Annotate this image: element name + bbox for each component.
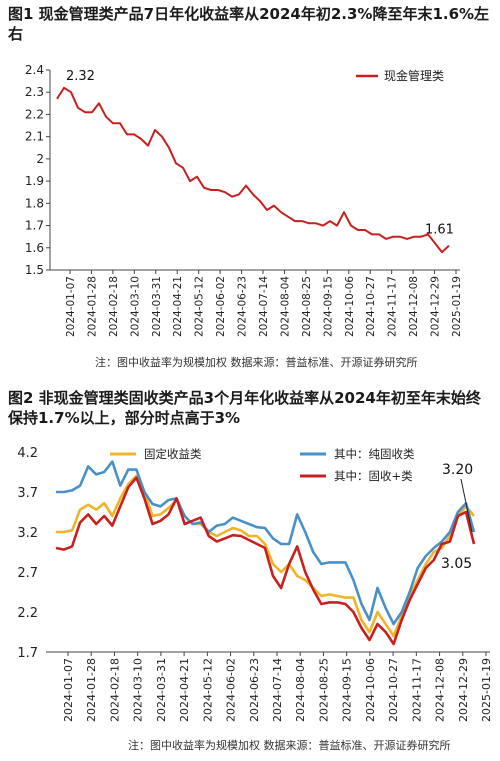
chart2-x-tick-label: 2025-01-19 [480,658,493,722]
chart2-x-tick-label: 2024-08-25 [317,658,330,722]
chart1-x-tick-label: 2024-05-12 [194,276,206,337]
chart2-x-tick-label: 2024-08-04 [294,658,307,722]
chart1-x-tick-label: 2024-06-23 [237,276,249,337]
chart1-x-tick-label: 2024-12-29 [430,276,442,337]
chart2-y-tick-label: 4.2 [17,446,38,461]
chart1-y-tick-label: 1.9 [25,174,44,188]
chart2-series-pure-fixed-line [56,460,476,626]
chart2-x-tick-label: 2024-06-23 [248,658,261,722]
chart2-x-tick-label: 2024-07-14 [271,658,284,722]
chart1-x-tick-label: 2024-08-04 [279,276,291,337]
chart1-x-tick-label: 2024-09-15 [322,276,334,337]
chart2-x-tick-label: 2024-10-27 [387,658,400,722]
chart1-x-tick-label: 2025-01-19 [451,276,463,337]
chart2-svg: 1.7 2.2 2.7 3.2 3.7 4.2 2024-01-07 2024-01-28 20… [17,446,493,722]
chart2-x-tick-label: 2024-03-10 [132,658,145,722]
chart2-legend-label: 其中：固收+类 [334,469,413,483]
chart2-series-fixed-income-line [56,474,475,638]
chart2-x-tick-label: 2024-02-18 [108,658,121,722]
chart2-x-tick-label: 2024-01-07 [62,658,75,722]
chart2-legend-label: 固定收益类 [144,447,202,461]
chart1-x-tick-label: 2024-01-07 [65,276,77,337]
chart2-y-tick-label: 2.7 [17,566,38,581]
chart2-series-fixed-plus-line [55,476,476,646]
chart2-x-tick-label: 2024-04-21 [178,658,191,722]
chart1-y-tick-label: 2.3 [25,85,44,99]
chart2-x-tick-label: 2024-11-17 [410,658,423,722]
chart1-x-tick-label: 2024-07-14 [258,276,270,337]
chart1-legend-label: 现金管理类 [384,68,444,83]
chart2-x-tick-label: 2024-05-12 [201,658,214,722]
chart1-annotation-start: 2.32 [66,69,95,84]
chart1-x-tick-label: 2024-10-27 [365,276,377,337]
chart1-x-tick-label: 2024-03-10 [129,276,141,337]
chart1-y-tick-label: 1.8 [25,196,44,210]
chart1-y-tick-label: 1.6 [25,241,44,255]
chart2-y-tick-label: 1.7 [17,646,38,661]
chart1-annotation-end: 1.61 [425,223,454,238]
chart2-x-tick-label: 2024-09-15 [341,658,354,722]
figure2-note: 注：图中收益率为规模加权 数据来源：普益标准、开源证券研究所 [128,739,451,752]
chart1-x-tick-label: 2024-01-28 [86,276,98,337]
chart1-x-tick-label: 2024-12-08 [408,276,420,337]
chart1-x-tick-label: 2024-11-17 [387,276,399,337]
chart2-y-tick-label: 3.7 [17,486,38,501]
chart1-y-tick-label: 1.7 [25,219,44,233]
chart2-annotation-fixed-plus: 3.05 [441,556,472,572]
chart1-y-tick-label: 1.5 [25,263,44,277]
chart2-x-tick-label: 2024-12-29 [457,658,470,722]
chart2-y-tick-label: 3.2 [17,526,38,541]
figure2-title: 图2 非现金管理类固收类产品3个月年化收益率从2024年初至年末始终保持1.7%… [8,389,481,427]
chart2-x-tick-label: 2024-01-28 [85,658,98,722]
chart1-x-tick-label: 2024-10-06 [344,276,356,337]
chart1-y-tick-label: 2 [36,152,44,166]
chart1-x-tick-label: 2024-03-31 [151,276,163,337]
chart1-series-line [56,86,450,254]
chart2-y-tick-label: 2.2 [17,606,38,621]
chart1-y-tick-label: 2.2 [25,107,44,121]
figure1-title: 图1 现金管理类产品7日年化收益率从2024年初2.3%降至年末1.6%左右 [8,5,490,43]
chart1-y-tick-label: 2.1 [25,130,44,144]
chart1-x-tick-label: 2024-06-02 [215,276,227,337]
chart1-x-tick-label: 2024-04-21 [172,276,184,337]
chart2-x-tick-label: 2024-12-08 [434,658,447,722]
chart1-x-tick-label: 2024-08-25 [301,276,313,337]
chart2-x-tick-label: 2024-10-06 [364,658,377,722]
figure1-note: 注：图中收益率为规模加权 数据来源：普益标准、开源证券研究所 [95,356,418,369]
chart2-annotation-pure-fixed: 3.20 [442,462,473,478]
chart1-svg: 1.5 1.6 1.7 1.8 1.9 2 2.1 2.2 2.3 2.4 2024-01-07 20… [25,63,463,337]
chart2-legend-label: 其中：纯固收类 [334,447,415,461]
chart2-annotation-leader [460,478,473,533]
chart1-y-tick-label: 2.4 [25,63,44,77]
chart2-x-tick-label: 2024-06-02 [225,658,238,722]
chart1-x-tick-label: 2024-02-18 [108,276,120,337]
chart2-x-tick-label: 2024-03-31 [155,658,168,722]
